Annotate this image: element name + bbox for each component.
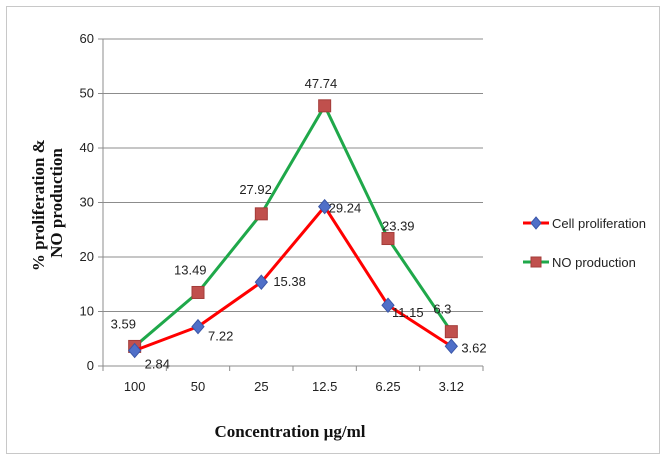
square-marker	[381, 232, 395, 246]
line-chart: 0 10 20 30 40 50 60 100 50 25 12.5 6.25 3.12 3.59 13.…	[29, 31, 646, 441]
data-label: 11.15	[392, 305, 424, 320]
legend-diamond-marker	[530, 216, 542, 230]
series-lines	[128, 99, 458, 359]
y-tick-label: 50	[80, 86, 94, 101]
x-tick-label: 6.25	[375, 379, 400, 394]
x-tick-label: 100	[124, 379, 146, 394]
data-labels: 3.59 13.49 27.92 47.74 23.39 6.3 2.84 7.22 15.38…	[111, 76, 487, 372]
diamond-marker	[318, 198, 332, 215]
data-label: 3.59	[111, 316, 136, 331]
axes: 0 10 20 30 40 50 60 100 50 25 12.5 6.25 3.12	[80, 31, 484, 394]
data-label: 15.38	[273, 274, 306, 289]
data-label: 23.39	[382, 219, 415, 234]
square-marker	[318, 99, 332, 113]
y-tick-label: 60	[80, 31, 94, 46]
legend-label: NO production	[552, 255, 636, 270]
y-tick-label: 0	[87, 358, 94, 373]
x-tick-label: 3.12	[439, 379, 464, 394]
data-label: 3.62	[461, 340, 486, 355]
y-axis-title-line-2: NO production	[47, 148, 66, 258]
diamond-marker	[128, 342, 142, 359]
y-tick-label: 40	[80, 140, 94, 155]
data-label: 29.24	[329, 201, 362, 216]
y-tick-label: 20	[80, 249, 94, 264]
legend-square-marker	[530, 256, 542, 268]
y-axis-title-line-1: % proliferation &	[29, 139, 48, 271]
x-tick-label: 25	[254, 379, 268, 394]
diamond-marker	[444, 338, 458, 355]
x-tick-label: 12.5	[312, 379, 337, 394]
x-axis-title: Concentration µg/ml	[215, 422, 366, 441]
data-label: 2.84	[145, 357, 170, 372]
series-line	[134, 205, 453, 352]
chart-frame: 0 10 20 30 40 50 60 100 50 25 12.5 6.25 3.12 3.59 13.…	[6, 6, 660, 454]
y-tick-label: 10	[80, 304, 94, 319]
legend-label: Cell proliferation	[552, 216, 646, 231]
square-marker	[254, 207, 268, 221]
data-label: 7.22	[208, 329, 233, 344]
x-tick-label: 50	[191, 379, 205, 394]
square-marker	[444, 325, 458, 339]
data-label: 6.3	[433, 302, 451, 317]
y-axis-title: % proliferation & NO production	[29, 135, 66, 271]
diamond-marker	[191, 318, 205, 335]
series-line	[133, 104, 453, 348]
legend: Cell proliferation NO production	[523, 216, 646, 270]
gridlines	[103, 38, 483, 367]
data-label: 13.49	[174, 262, 207, 277]
y-tick-label: 30	[80, 195, 94, 210]
data-label: 47.74	[305, 76, 338, 91]
square-marker	[191, 285, 205, 299]
diamond-marker	[381, 297, 395, 314]
diamond-marker	[254, 274, 268, 290]
data-label: 27.92	[239, 182, 272, 197]
